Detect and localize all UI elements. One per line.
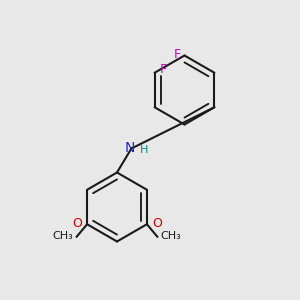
Text: N: N — [125, 141, 135, 154]
Text: O: O — [152, 217, 162, 230]
Text: O: O — [72, 217, 82, 230]
Text: CH₃: CH₃ — [160, 231, 181, 241]
Text: CH₃: CH₃ — [53, 231, 74, 241]
Text: F: F — [160, 63, 167, 76]
Text: F: F — [173, 47, 181, 61]
Text: H: H — [140, 145, 148, 155]
